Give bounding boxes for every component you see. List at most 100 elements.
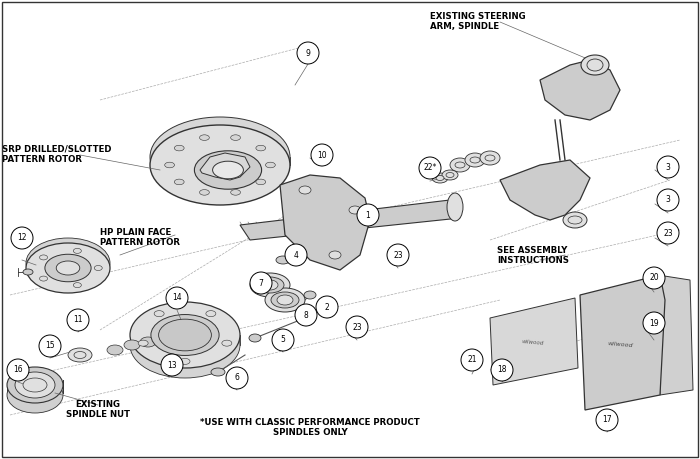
Ellipse shape: [167, 324, 204, 346]
Ellipse shape: [15, 372, 55, 398]
Ellipse shape: [151, 314, 219, 355]
Circle shape: [311, 144, 333, 166]
Ellipse shape: [250, 273, 290, 297]
Circle shape: [643, 312, 665, 334]
Ellipse shape: [299, 186, 311, 194]
Circle shape: [491, 359, 513, 381]
Ellipse shape: [256, 179, 266, 185]
Circle shape: [657, 189, 679, 211]
Text: 22*: 22*: [424, 163, 437, 173]
Text: 3: 3: [666, 196, 671, 205]
Circle shape: [250, 272, 272, 294]
Text: HP PLAIN FACE
PATTERN ROTOR: HP PLAIN FACE PATTERN ROTOR: [100, 228, 180, 247]
Text: 18: 18: [497, 365, 507, 375]
Ellipse shape: [150, 117, 290, 197]
Text: *USE WITH CLASSIC PERFORMANCE PRODUCT
SPINDLES ONLY: *USE WITH CLASSIC PERFORMANCE PRODUCT SP…: [200, 418, 420, 437]
Text: 11: 11: [74, 315, 83, 325]
Ellipse shape: [470, 157, 480, 163]
Text: 3: 3: [666, 162, 671, 172]
Ellipse shape: [23, 378, 47, 392]
Ellipse shape: [74, 352, 86, 358]
Ellipse shape: [455, 162, 465, 168]
Ellipse shape: [262, 280, 278, 290]
Text: 13: 13: [167, 360, 177, 369]
Circle shape: [7, 359, 29, 381]
Ellipse shape: [56, 261, 80, 275]
Ellipse shape: [174, 179, 184, 185]
Text: 9: 9: [306, 49, 310, 57]
Ellipse shape: [581, 55, 609, 75]
Ellipse shape: [432, 173, 448, 183]
Circle shape: [166, 287, 188, 309]
Polygon shape: [200, 153, 250, 180]
Ellipse shape: [26, 238, 110, 288]
Ellipse shape: [150, 125, 290, 205]
Ellipse shape: [447, 193, 463, 221]
Ellipse shape: [568, 216, 582, 224]
Ellipse shape: [7, 367, 63, 403]
Ellipse shape: [74, 248, 81, 253]
Ellipse shape: [130, 312, 240, 378]
Ellipse shape: [39, 255, 48, 260]
Ellipse shape: [563, 212, 587, 228]
Ellipse shape: [587, 59, 603, 71]
Ellipse shape: [130, 302, 240, 368]
Text: 14: 14: [172, 293, 182, 302]
Ellipse shape: [213, 161, 244, 179]
Ellipse shape: [199, 190, 209, 195]
Ellipse shape: [231, 135, 241, 140]
Text: wilwood: wilwood: [607, 341, 633, 348]
Circle shape: [161, 354, 183, 376]
Polygon shape: [490, 298, 578, 385]
Circle shape: [297, 42, 319, 64]
Circle shape: [596, 409, 618, 431]
Circle shape: [461, 349, 483, 371]
Circle shape: [39, 335, 61, 357]
Polygon shape: [240, 200, 460, 240]
Polygon shape: [500, 160, 590, 220]
Text: 15: 15: [46, 341, 55, 351]
Circle shape: [357, 204, 379, 226]
Text: 2: 2: [325, 302, 330, 312]
Text: SEE ASSEMBLY
INSTRUCTIONS: SEE ASSEMBLY INSTRUCTIONS: [497, 246, 569, 265]
Ellipse shape: [450, 158, 470, 172]
Text: EXISTING
SPINDLE NUT: EXISTING SPINDLE NUT: [66, 400, 130, 420]
Circle shape: [643, 267, 665, 289]
Ellipse shape: [442, 170, 458, 180]
Polygon shape: [658, 275, 693, 395]
Ellipse shape: [329, 251, 341, 259]
Ellipse shape: [485, 155, 495, 161]
Circle shape: [226, 367, 248, 389]
Ellipse shape: [436, 175, 444, 180]
Text: 16: 16: [13, 365, 23, 375]
Ellipse shape: [124, 340, 140, 350]
Circle shape: [657, 222, 679, 244]
Ellipse shape: [206, 311, 216, 317]
Ellipse shape: [94, 265, 102, 270]
Circle shape: [657, 156, 679, 178]
Text: 23: 23: [393, 251, 402, 259]
Ellipse shape: [480, 151, 500, 165]
Ellipse shape: [256, 277, 284, 293]
Ellipse shape: [231, 190, 241, 195]
Text: wilwood: wilwood: [522, 339, 545, 346]
Ellipse shape: [23, 269, 33, 275]
Ellipse shape: [195, 151, 262, 189]
Ellipse shape: [138, 340, 148, 346]
Text: 12: 12: [18, 234, 27, 242]
Circle shape: [272, 329, 294, 351]
Text: 21: 21: [468, 356, 477, 364]
Circle shape: [295, 304, 317, 326]
Ellipse shape: [222, 340, 232, 346]
Circle shape: [387, 244, 409, 266]
Ellipse shape: [45, 254, 91, 282]
Text: EXISTING STEERING
ARM, SPINDLE: EXISTING STEERING ARM, SPINDLE: [430, 12, 526, 31]
Text: 10: 10: [317, 151, 327, 159]
Polygon shape: [280, 175, 370, 270]
Ellipse shape: [211, 368, 225, 376]
Ellipse shape: [349, 206, 361, 214]
Text: 5: 5: [281, 336, 286, 345]
Ellipse shape: [159, 319, 211, 351]
Ellipse shape: [276, 256, 290, 264]
Ellipse shape: [277, 295, 293, 305]
